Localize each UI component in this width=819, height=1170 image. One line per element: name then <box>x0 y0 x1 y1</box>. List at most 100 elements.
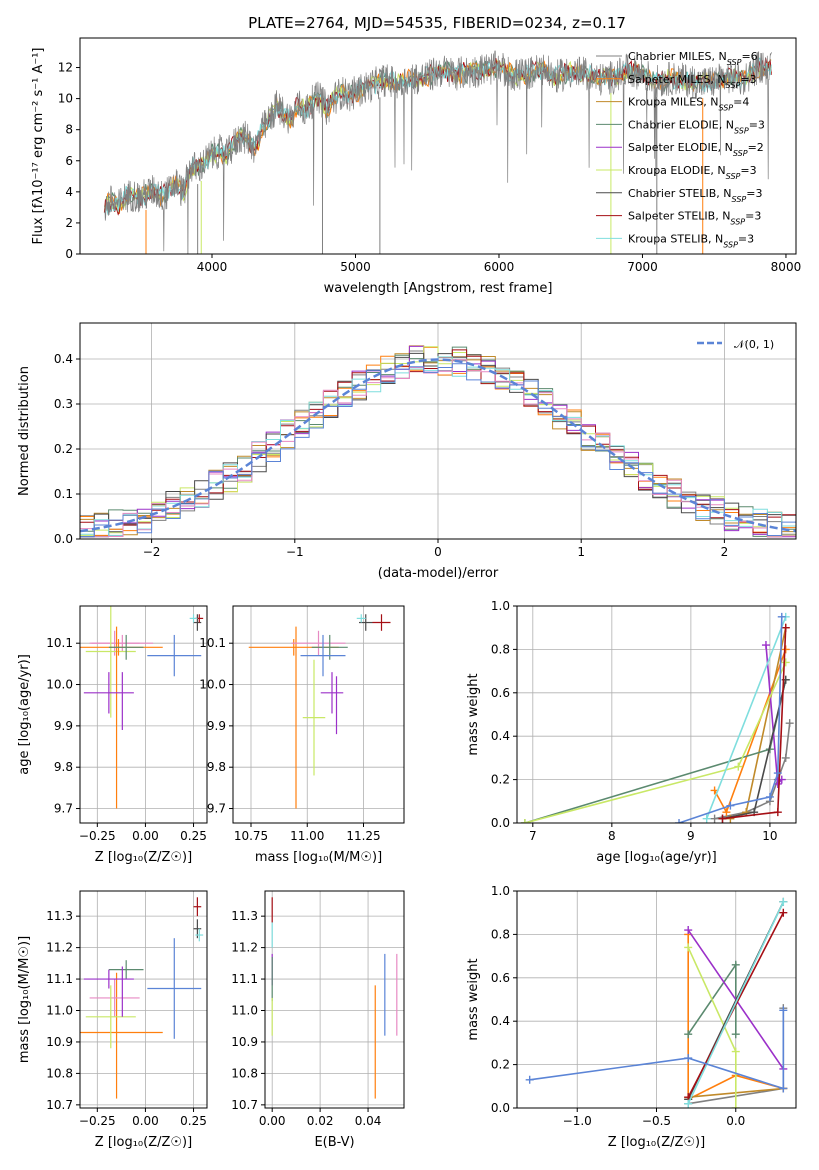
weight-marker <box>726 801 735 810</box>
x-tick-label: 10.75 <box>234 829 268 843</box>
errorbar-point <box>300 634 346 677</box>
x-tick-label: 0.0 <box>726 1114 745 1128</box>
weight-marker <box>731 1047 740 1056</box>
y-tick-label: 0.8 <box>491 927 510 941</box>
y-tick-label: 1.0 <box>491 884 510 898</box>
y-tick-label: 4 <box>65 185 73 199</box>
plot-frame <box>516 605 797 824</box>
x-axis-label: Z [log₁₀(Z/Z☉)] <box>608 1135 705 1150</box>
plot-frame <box>79 322 797 540</box>
weight-marker <box>684 943 693 952</box>
normal-curve <box>80 358 796 533</box>
errorbar-point <box>356 614 366 623</box>
x-tick-label: 7 <box>529 829 537 843</box>
errorbar-point <box>83 969 134 989</box>
y-tick-label: 0.2 <box>54 442 73 456</box>
y-tick-label: 10.0 <box>46 678 73 692</box>
y-axis-label: Flux [fλ10⁻¹⁷ erg cm⁻² s⁻¹ A⁻¹] <box>31 48 46 245</box>
age-vs-Z-panel: −0.25 0.00 0.25 9.7 9.8 9.9 10.0 10.1 Z [log₁₀(Z… <box>17 605 208 865</box>
x-axis-label: wavelength [Angstrom, rest frame] <box>324 281 553 296</box>
weight-marker <box>779 1006 788 1015</box>
mass-vs-EBV-panel: 0.00 0.02 0.04 10.7 10.8 10.9 11.0 11.1 11.2 11.3… <box>231 890 405 1150</box>
errorbar-point <box>85 985 136 1049</box>
y-tick-label: 10.9 <box>231 1035 258 1049</box>
x-axis-label: E(B-V) <box>314 1135 354 1150</box>
y-tick-label: 1.0 <box>491 599 510 613</box>
weight-marker <box>742 808 751 817</box>
errorbar-point <box>372 614 391 631</box>
weight-marker <box>779 908 788 917</box>
y-tick-label: 11.1 <box>46 972 73 986</box>
weight-marker <box>779 1084 788 1093</box>
histogram-series <box>80 352 796 538</box>
errorbar-point <box>147 938 202 1039</box>
errorbar-point <box>108 960 144 980</box>
x-tick-label: 0.02 <box>307 1114 334 1128</box>
y-tick-label: 10.8 <box>231 1066 258 1080</box>
legend-label: Chabrier ELODIE, NSSP=3 <box>628 118 765 135</box>
y-tick-label: 0.0 <box>491 816 510 830</box>
errorbar-point <box>195 928 204 942</box>
x-axis-label: Z [log₁₀(Z/Z☉)] <box>95 850 192 865</box>
errorbar-plot-area <box>80 606 204 809</box>
y-axis-label: mass weight <box>466 673 481 755</box>
weight-marker <box>781 753 790 762</box>
errorbar-point <box>189 614 198 623</box>
x-tick-label: 0.00 <box>259 1114 286 1128</box>
legend-label: Salpeter ELODIE, NSSP=2 <box>628 141 764 158</box>
weight-series-line <box>705 616 787 819</box>
x-tick-label: 1 <box>577 545 585 559</box>
weight-marker <box>785 719 794 728</box>
x-tick-label: 8 <box>608 829 616 843</box>
x-tick-label: 0.04 <box>355 1114 382 1128</box>
y-tick-label: 12 <box>58 61 73 75</box>
x-tick-label: 11.00 <box>290 829 324 843</box>
y-tick-label: 2 <box>65 216 73 230</box>
x-tick-label: 0.25 <box>180 829 207 843</box>
errorbar-point <box>83 672 134 714</box>
histogram-series <box>80 356 796 538</box>
x-tick-label: 0.25 <box>180 1114 207 1128</box>
x-tick-label: 7000 <box>627 260 658 274</box>
errorbar-point <box>302 659 326 776</box>
legend-label: 𝒩(0, 1) <box>734 338 774 351</box>
weight-marker <box>734 762 743 771</box>
weight-marker <box>684 1030 693 1039</box>
errorbar-plot-area <box>271 897 398 1099</box>
weight-marker <box>777 612 786 621</box>
weight-series-line <box>714 723 791 820</box>
y-tick-label: 11.2 <box>46 941 73 955</box>
x-tick-label: 0 <box>434 545 442 559</box>
weight-plot-area <box>525 897 788 1108</box>
y-tick-label: 11.0 <box>46 1004 73 1018</box>
weight-marker <box>781 645 790 654</box>
weight-series-line <box>529 1010 785 1090</box>
spectrum-legend: Chabrier MILES, NSSP=6 Salpeter MILES, NS… <box>596 50 765 249</box>
x-tick-label: −2 <box>143 545 161 559</box>
x-tick-label: 9 <box>687 829 695 843</box>
y-tick-label: 10.7 <box>46 1098 73 1112</box>
plot-frame <box>79 37 797 255</box>
errorbar-point <box>291 630 346 656</box>
histogram-series <box>80 349 796 534</box>
y-tick-label: 0.3 <box>54 397 73 411</box>
x-tick-label: 2 <box>721 545 729 559</box>
x-axis-label: mass [log₁₀(M/M☉)] <box>255 850 382 865</box>
weight-marker <box>722 808 731 817</box>
weight-marker <box>781 623 790 632</box>
x-axis-label: age [log₁₀(age/yr)] <box>596 850 717 865</box>
y-axis-label: age [log₁₀(age/yr)] <box>17 654 32 775</box>
spectrum-plot-area <box>103 50 772 254</box>
y-tick-label: 10.1 <box>46 636 73 650</box>
legend-label: Kroupa ELODIE, NSSP=3 <box>628 164 757 181</box>
x-tick-label: 4000 <box>197 260 228 274</box>
weight-series-line <box>524 662 787 823</box>
y-tick-label: 10.9 <box>46 1035 73 1049</box>
plot-frame <box>79 890 208 1109</box>
y-tick-label: 9.8 <box>207 760 226 774</box>
y-tick-label: 0.2 <box>491 773 510 787</box>
y-tick-label: 0.0 <box>491 1101 510 1115</box>
plot-frame <box>516 890 797 1109</box>
weight-marker <box>779 897 788 906</box>
